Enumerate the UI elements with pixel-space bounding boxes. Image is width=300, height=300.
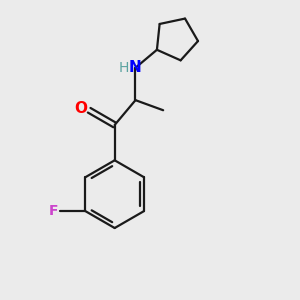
Text: O: O [74,101,87,116]
Text: F: F [49,204,58,218]
Text: N: N [129,60,142,75]
Text: H: H [119,61,130,75]
